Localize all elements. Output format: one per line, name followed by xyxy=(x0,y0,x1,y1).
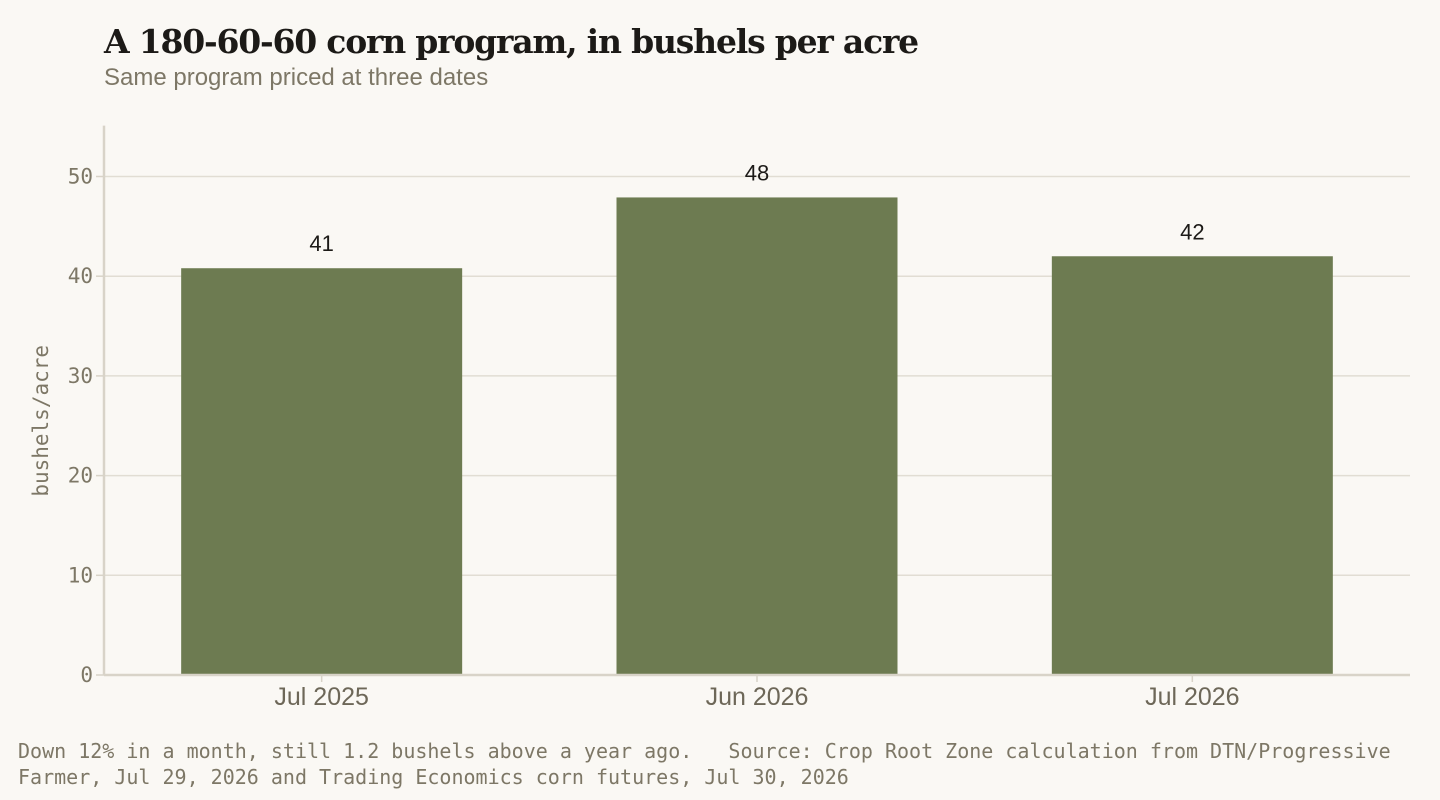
bar xyxy=(616,197,898,675)
y-tick-label: 10 xyxy=(68,563,93,587)
bars xyxy=(181,197,1333,675)
chart-title: A 180-60-60 corn program, in bushels per… xyxy=(104,22,919,61)
x-tick-label: Jul 2025 xyxy=(274,683,369,711)
bar xyxy=(1051,256,1333,675)
labels: 0 10 20 30 40 50 41 Jul 2025 48 Jun 2026 42 Jul 202… xyxy=(29,160,1240,711)
data-label: 42 xyxy=(1180,219,1204,244)
y-tick-label: 40 xyxy=(68,264,93,288)
y-axis-title: bushels/acre xyxy=(29,345,53,497)
bar-chart: 0 10 20 30 40 50 41 Jul 2025 48 Jun 2026 42 Jul 202… xyxy=(29,125,1410,711)
x-tick-label: Jun 2026 xyxy=(706,683,809,711)
bar xyxy=(181,268,463,675)
x-tick-label: Jul 2026 xyxy=(1145,683,1240,711)
y-tick-label: 0 xyxy=(80,663,93,687)
axes xyxy=(96,125,1410,682)
data-label: 41 xyxy=(309,231,333,256)
y-tick-label: 30 xyxy=(68,364,93,388)
y-tick-label: 50 xyxy=(68,165,93,189)
y-tick-label: 20 xyxy=(68,464,93,488)
chart-footnote: Down 12% in a month, still 1.2 bushels a… xyxy=(18,739,1403,789)
chart-subtitle: Same program priced at three dates xyxy=(104,64,489,91)
data-label: 48 xyxy=(745,160,769,185)
